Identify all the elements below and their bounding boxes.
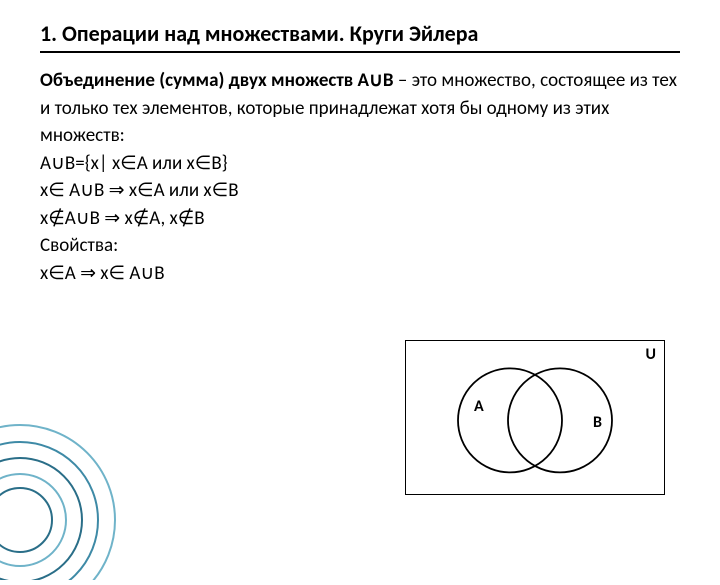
lead-bold: Объединение (сумма) двух множеств А∪В [40, 69, 394, 92]
lead-paragraph: Объединение (сумма) двух множеств А∪В – … [40, 67, 680, 150]
corner-decoration [0, 400, 140, 580]
content-body: Объединение (сумма) двух множеств А∪В – … [0, 67, 720, 287]
formula-line-1: А∪В={x| x∈A или x∈B} [40, 150, 680, 178]
formula-line-3: x∉А∪В ⇒ x∉A, x∉B [40, 205, 680, 233]
set-b-label: B [593, 413, 602, 432]
formula-line-5: x∈A ⇒ x∈ А∪В [40, 260, 680, 288]
title-underline [40, 51, 680, 53]
page-title: 1. Операции над множествами. Круги Эйлер… [0, 0, 720, 51]
universe-label: U [646, 345, 656, 364]
formula-line-2: x∈ А∪В ⇒ x∈A или x∈B [40, 177, 680, 205]
circle-a [458, 368, 562, 472]
set-a-label: A [474, 397, 484, 416]
venn-diagram: U A B [405, 340, 665, 495]
properties-label: Свойства: [40, 232, 680, 260]
